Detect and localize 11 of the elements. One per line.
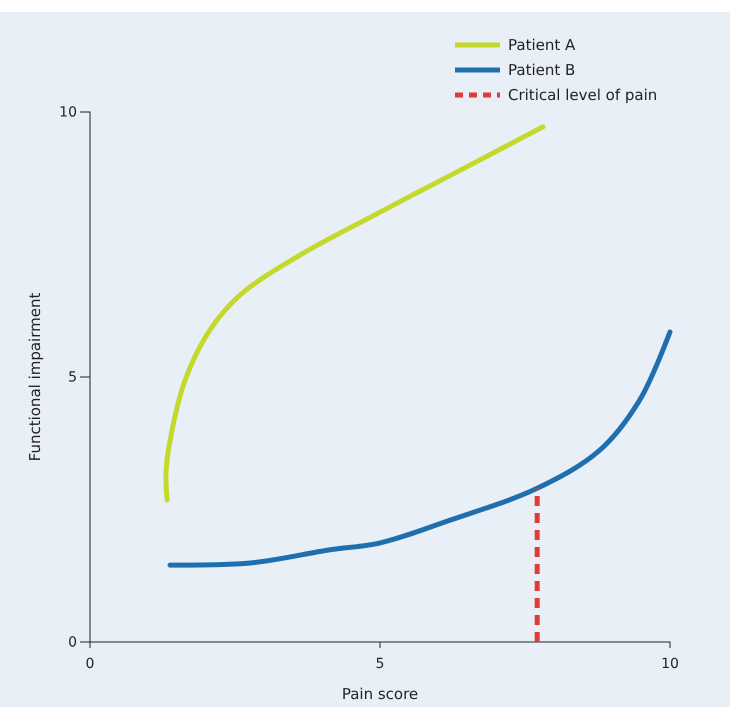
- x-tick-label: 10: [661, 656, 679, 672]
- y-tick-label: 10: [59, 104, 77, 120]
- y-tick-label: 0: [68, 634, 77, 650]
- x-tick-label: 5: [376, 656, 384, 672]
- x-tick-label: 0: [86, 656, 94, 672]
- y-axis-title: Functional impairment: [26, 292, 44, 462]
- legend-label: Patient A: [508, 36, 576, 54]
- legend-label: Patient B: [508, 61, 576, 79]
- y-tick-label: 5: [68, 369, 77, 386]
- legend-label: Critical level of pain: [508, 86, 658, 104]
- x-axis-title: Pain score: [342, 685, 418, 703]
